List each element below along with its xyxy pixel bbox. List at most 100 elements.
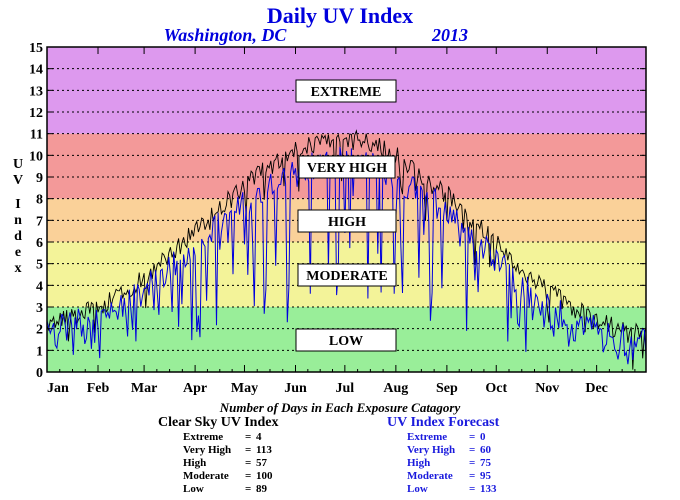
- y-tick-label: 0: [36, 366, 43, 381]
- forecast-value: 60: [480, 444, 491, 456]
- x-month-label: Nov: [535, 381, 559, 396]
- x-month-label: May: [231, 381, 258, 396]
- y-tick-label: 4: [36, 279, 43, 294]
- y-label-char: d: [14, 229, 22, 244]
- forecast-value: 133: [480, 483, 497, 495]
- equals-sign: =: [245, 483, 252, 495]
- equals-sign: =: [245, 444, 252, 456]
- clear_sky-value: 100: [256, 470, 273, 482]
- x-month-label: Mar: [131, 381, 157, 396]
- clear-sky-line: [46, 129, 647, 370]
- clear_sky-label: Moderate: [183, 470, 229, 482]
- y-tick-label: 12: [29, 106, 43, 121]
- chart-title: Daily UV Index: [267, 3, 413, 28]
- y-tick-label: 15: [29, 41, 43, 56]
- forecast-row: Moderate = 95: [407, 470, 499, 483]
- y-label-char: V: [13, 173, 23, 188]
- forecast-row: High = 75: [407, 457, 499, 470]
- clear_sky-value: 89: [256, 483, 267, 495]
- y-tick-label: 3: [36, 301, 43, 316]
- x-month-label: Dec: [585, 381, 608, 396]
- clear_sky-row: Very High = 113: [183, 444, 278, 457]
- forecast-value: 75: [480, 457, 491, 469]
- category-label-text: HIGH: [328, 215, 366, 230]
- category-label-text: LOW: [329, 334, 363, 349]
- forecast-value: 95: [480, 470, 491, 482]
- equals-sign: =: [245, 470, 252, 482]
- y-tick-label: 5: [36, 258, 43, 273]
- x-month-label: Jul: [336, 381, 355, 396]
- forecast-row: Extreme = 0: [407, 431, 499, 444]
- forecast-row: Low = 133: [407, 483, 499, 496]
- forecast-line: [46, 146, 647, 365]
- forecast-row: Very High = 60: [407, 444, 499, 457]
- x-month-label: Jun: [284, 381, 307, 396]
- legend-section-title: Number of Days in Each Exposure Catagory: [219, 400, 461, 415]
- clear_sky-label: Very High: [183, 444, 232, 456]
- equals-sign: =: [469, 444, 476, 456]
- x-month-label: Jan: [47, 381, 69, 396]
- x-axis: Jan Feb Mar Apr May Jun Jul Aug Sep Oct Nov Dec: [46, 47, 636, 396]
- y-tick-label: 9: [36, 171, 43, 186]
- y-tick-label: 6: [36, 236, 43, 251]
- forecast-label: High: [407, 457, 431, 469]
- clear_sky-row: Low = 89: [183, 483, 278, 496]
- y-tick-label: 10: [29, 149, 43, 164]
- equals-sign: =: [469, 457, 476, 469]
- category-label-box: [295, 79, 397, 103]
- y-label-char: n: [14, 213, 22, 228]
- y-tick-label: 1: [36, 344, 43, 359]
- category-label-box: [297, 209, 397, 233]
- category-label-box: [297, 263, 397, 287]
- y-label-char: x: [15, 261, 22, 276]
- x-month-label: Aug: [383, 381, 408, 396]
- category-label-moderate: MODERATE: [297, 263, 397, 287]
- chart-year: 2013: [431, 25, 468, 45]
- x-month-label: Feb: [87, 381, 110, 396]
- equals-sign: =: [469, 431, 476, 443]
- forecast-label: Moderate: [407, 470, 453, 482]
- equals-sign: =: [245, 457, 252, 469]
- clear_sky-value: 57: [256, 457, 267, 469]
- category-label-box: [298, 155, 396, 179]
- y-tick-label: 8: [36, 193, 43, 208]
- clear-sky-stats: Clear Sky UV Index Extreme = 4 Very High = 11…: [158, 415, 278, 496]
- clear-sky-title: Clear Sky UV Index: [158, 415, 279, 430]
- chart-location: Washington, DC: [164, 25, 288, 45]
- equals-sign: =: [469, 483, 476, 495]
- equals-sign: =: [469, 470, 476, 482]
- forecast-stats: UV Index Forecast Extreme = 0 Very High = 60 H…: [387, 415, 499, 496]
- x-month-label: Oct: [485, 381, 507, 396]
- clear_sky-value: 113: [256, 444, 272, 456]
- category-label-text: MODERATE: [306, 269, 387, 284]
- y-tick-label: 7: [36, 214, 43, 229]
- clear_sky-label: High: [183, 457, 207, 469]
- category-label-text: EXTREME: [311, 85, 382, 100]
- y-tick-label: 13: [29, 84, 43, 99]
- category-label-text: VERY HIGH: [307, 161, 387, 176]
- plot-frame: [46, 46, 647, 373]
- clear_sky-value: 4: [256, 431, 262, 443]
- category-label-extreme: EXTREME: [295, 79, 397, 103]
- forecast-value: 0: [480, 431, 486, 443]
- clear_sky-row: Extreme = 4: [183, 431, 278, 444]
- category-label-high: HIGH: [297, 209, 397, 233]
- forecast-label: Very High: [407, 444, 456, 456]
- clear_sky-label: Extreme: [183, 431, 224, 443]
- category-label-very-high: VERY HIGH: [298, 155, 396, 179]
- x-month-label: Apr: [183, 381, 207, 396]
- category-label-box: [295, 328, 397, 352]
- y-tick-label: 2: [36, 323, 43, 338]
- clear_sky-row: Moderate = 100: [183, 470, 278, 483]
- y-label-char: U: [13, 157, 23, 172]
- y-tick-label: 14: [29, 63, 43, 78]
- equals-sign: =: [245, 431, 252, 443]
- forecast-label: Extreme: [407, 431, 448, 443]
- forecast-title: UV Index Forecast: [387, 415, 500, 430]
- clear_sky-label: Low: [183, 483, 204, 495]
- category-label-low: LOW: [295, 328, 397, 352]
- category-labels: LOW MODERATE HIGH VERY HIGH EXTREME: [295, 79, 397, 352]
